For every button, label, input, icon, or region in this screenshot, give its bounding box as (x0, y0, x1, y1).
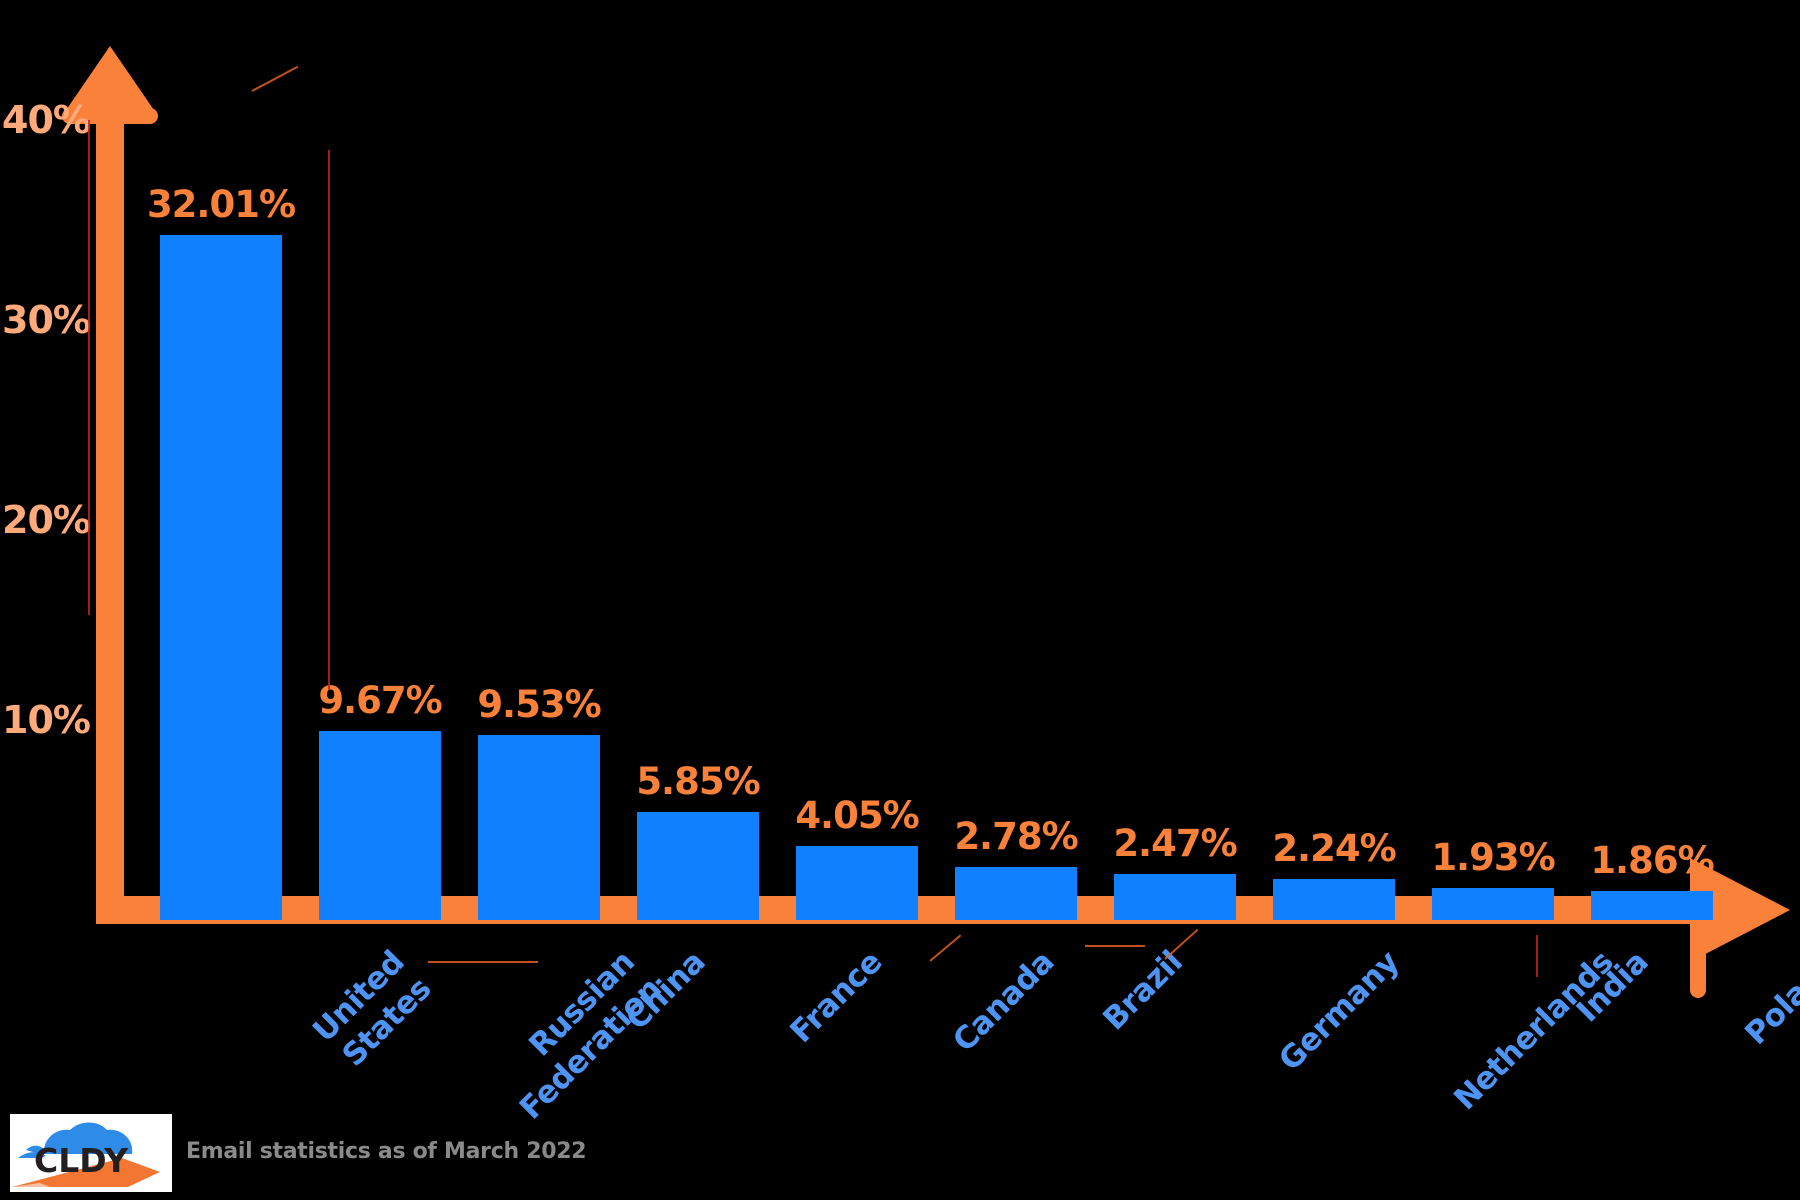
x-axis-category-label: Netherlands (1447, 944, 1621, 1118)
bar[interactable] (1432, 888, 1554, 920)
footer: CLDY Email statistics as of March 2022 (10, 1114, 587, 1192)
bar[interactable] (319, 731, 441, 920)
y-tick-label: 40% (2, 98, 91, 142)
artifact-streak (88, 120, 90, 615)
bar-value-label: 5.85% (636, 760, 760, 803)
bar[interactable] (1273, 879, 1395, 920)
bar[interactable] (160, 235, 282, 920)
bar-value-label: 9.53% (477, 683, 601, 726)
bar[interactable] (478, 735, 600, 920)
bar-value-label: 1.86% (1590, 839, 1714, 882)
bar-value-label: 2.24% (1272, 827, 1396, 870)
swoosh-shape-icon (12, 1158, 160, 1187)
x-axis-category-label: Canada (946, 944, 1062, 1060)
cldy-wordmark: CLDY (34, 1141, 129, 1180)
swoosh-fade-icon (12, 1183, 50, 1187)
y-tick-label: 20% (2, 498, 91, 542)
cloud-wisp-icon (18, 1152, 46, 1158)
cldy-logo[interactable]: CLDY (10, 1114, 172, 1192)
artifact-streak (328, 150, 330, 690)
artifact-streak (1536, 935, 1538, 977)
artifact-streak (1085, 945, 1145, 947)
bar[interactable] (796, 846, 918, 920)
x-axis-category-label: United States (306, 944, 439, 1074)
bar-value-label: 4.05% (795, 794, 919, 837)
x-axis-category-label: Germany (1272, 944, 1407, 1079)
y-tick-label: 10% (2, 698, 91, 742)
y-tick-label: 30% (2, 298, 91, 342)
x-axis-category-label: Brazil (1096, 944, 1190, 1038)
artifact-streak (428, 961, 538, 963)
y-axis-arrowhead-icon (62, 46, 158, 124)
x-axis-category-label: Russian Federation (512, 944, 669, 1127)
footer-note: Email statistics as of March 2022 (186, 1138, 587, 1164)
bar-value-label: 2.78% (954, 815, 1078, 858)
bar-value-label: 9.67% (318, 679, 442, 722)
x-axis-category-label: Poland (1738, 944, 1800, 1053)
bar[interactable] (1591, 891, 1713, 920)
bar[interactable] (637, 812, 759, 920)
bar[interactable] (955, 867, 1077, 920)
y-axis-line (96, 96, 124, 924)
bar[interactable] (1114, 874, 1236, 920)
cloud-shape-icon (26, 1122, 133, 1154)
bar-value-label: 1.93% (1431, 836, 1555, 879)
x-axis-category-label: France (783, 944, 890, 1050)
bar-value-label: 2.47% (1113, 822, 1237, 865)
bar-value-label: 32.01% (146, 183, 296, 226)
